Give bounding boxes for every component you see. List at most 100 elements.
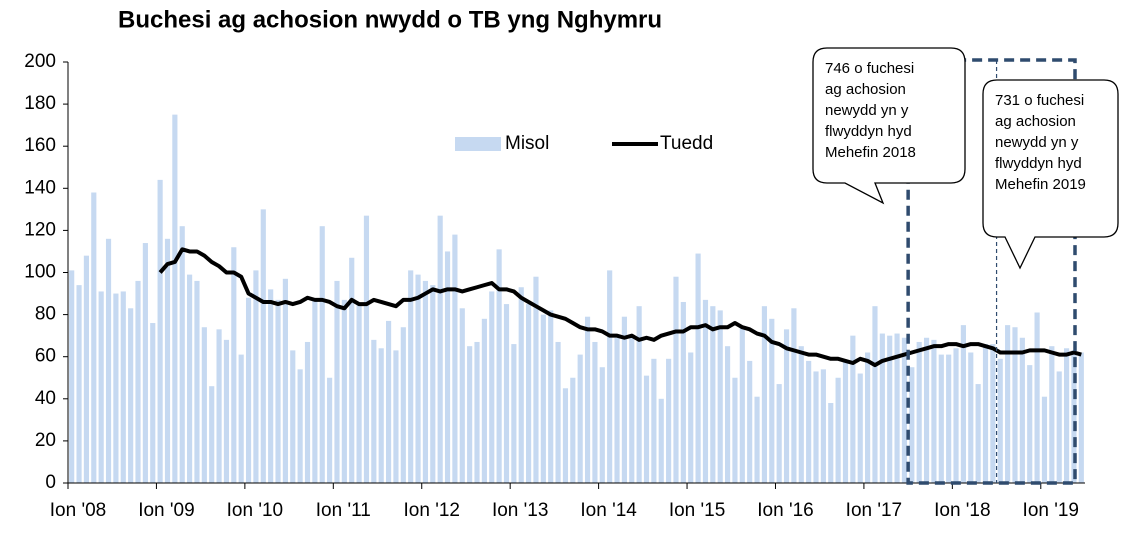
x-tick-label: Ion '18	[934, 500, 990, 521]
bar	[69, 270, 75, 483]
bar	[621, 316, 627, 483]
bar	[83, 255, 90, 483]
bar	[643, 375, 650, 483]
bar	[923, 337, 930, 483]
callout	[812, 47, 966, 205]
bar	[754, 396, 760, 483]
bar	[1041, 396, 1048, 483]
y-tick-label: 60	[35, 346, 56, 367]
bar	[363, 215, 370, 484]
y-tick-label: 100	[24, 262, 56, 283]
bar	[769, 318, 775, 483]
legend-label: Tuedd	[660, 133, 713, 154]
bar	[629, 337, 635, 483]
bar	[666, 358, 672, 483]
bar	[260, 209, 266, 483]
bar	[1063, 348, 1070, 483]
bar	[916, 341, 922, 483]
bar	[518, 287, 524, 483]
bar	[245, 297, 252, 483]
bar	[319, 226, 325, 483]
bar	[1012, 327, 1018, 483]
bar	[268, 289, 274, 483]
bar	[142, 243, 148, 483]
bar	[304, 341, 311, 483]
legend-label: Misol	[505, 133, 549, 154]
bar	[385, 320, 392, 483]
bar	[747, 360, 753, 483]
bar	[187, 274, 193, 483]
bar	[548, 310, 554, 483]
bar	[946, 354, 952, 483]
bar	[982, 344, 989, 483]
bar	[135, 280, 141, 483]
bar	[607, 270, 613, 483]
bar	[577, 354, 583, 483]
bar	[842, 360, 849, 483]
bar	[327, 377, 333, 483]
bar	[201, 327, 207, 483]
y-tick-label: 140	[24, 177, 56, 198]
bar	[150, 323, 156, 483]
bar	[1056, 371, 1062, 483]
bar	[452, 234, 458, 483]
bar	[1019, 337, 1025, 483]
x-tick-label: Ion '17	[846, 500, 902, 521]
bar	[312, 299, 318, 483]
bar	[216, 329, 222, 483]
y-tick-label: 0	[45, 472, 56, 493]
bar	[835, 377, 841, 483]
bar	[806, 360, 812, 483]
bar	[850, 335, 856, 483]
bar	[717, 310, 723, 483]
bar	[651, 358, 657, 483]
bar	[356, 304, 362, 483]
bar	[555, 341, 561, 483]
bar	[791, 308, 797, 483]
bar	[739, 327, 745, 483]
bar	[459, 308, 465, 483]
y-tick-label: 20	[35, 430, 56, 451]
bar	[400, 327, 406, 483]
bar	[503, 304, 510, 483]
bar	[209, 386, 215, 483]
bar	[275, 299, 281, 483]
bar	[710, 306, 716, 483]
bar	[960, 325, 966, 483]
x-tick-label: Ion '15	[669, 500, 725, 521]
bar	[732, 377, 738, 483]
bar	[444, 251, 451, 483]
bar	[592, 341, 598, 483]
bar	[872, 306, 878, 483]
bar	[98, 291, 104, 483]
bar	[113, 293, 119, 483]
x-tick-label: Ion '16	[757, 500, 813, 521]
bar	[879, 333, 885, 483]
trend-line	[158, 247, 1082, 368]
bar	[393, 350, 399, 483]
annotation-text: flwyddyn hyd	[995, 155, 1082, 172]
bar	[430, 285, 436, 483]
bar	[128, 308, 134, 483]
annotation-text: ag achosion	[995, 113, 1076, 130]
bar	[975, 384, 981, 483]
bar	[334, 280, 340, 483]
bar	[194, 280, 200, 483]
bar	[496, 249, 502, 483]
bar	[997, 358, 1003, 483]
y-tick-label: 200	[24, 51, 56, 72]
annotation-text: 731 o fuchesi	[995, 92, 1084, 109]
bar	[776, 384, 782, 483]
bar	[157, 179, 163, 483]
bar	[724, 346, 731, 483]
bar	[105, 238, 112, 483]
bar	[953, 348, 959, 483]
bar	[968, 352, 974, 483]
y-tick-label: 160	[24, 135, 56, 156]
bar	[599, 367, 605, 483]
chart-title: Buchesi ag achosion nwydd o TB yng Nghym…	[118, 6, 662, 33]
bar	[901, 337, 908, 483]
bar	[702, 299, 709, 483]
bar	[1027, 365, 1033, 483]
bar	[481, 318, 487, 483]
